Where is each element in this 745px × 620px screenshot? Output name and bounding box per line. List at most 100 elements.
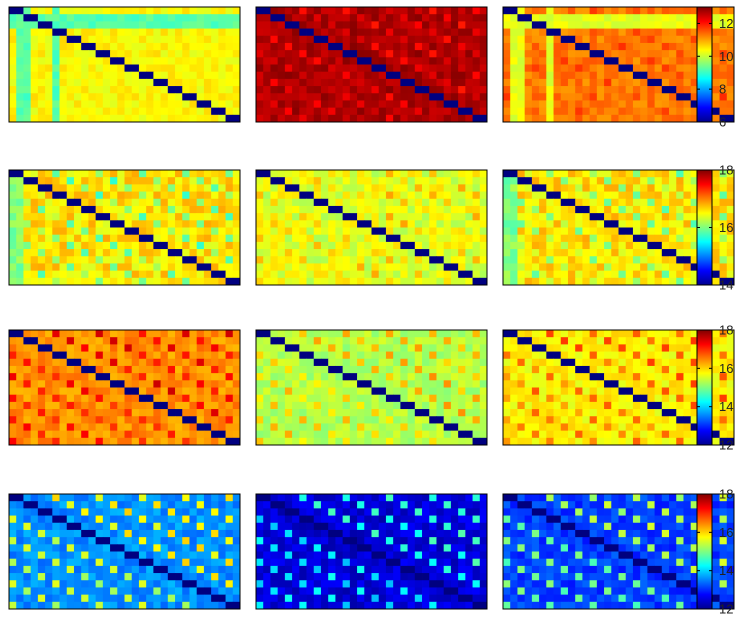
heatmap-cell bbox=[160, 198, 169, 207]
heatmap-cell bbox=[531, 430, 540, 439]
heatmap-cell bbox=[575, 107, 583, 116]
heatmap-cell bbox=[175, 50, 183, 58]
heatmap-cell bbox=[443, 416, 452, 424]
heatmap-cell bbox=[160, 184, 169, 192]
heatmap-cell bbox=[153, 394, 161, 403]
heatmap-cell bbox=[59, 416, 68, 424]
heatmap-cell bbox=[378, 270, 387, 279]
heatmap-cell bbox=[342, 191, 351, 200]
heatmap-cell bbox=[436, 100, 445, 109]
heatmap-cell bbox=[153, 551, 161, 560]
heatmap-cell bbox=[422, 64, 430, 73]
heatmap-cell bbox=[277, 409, 286, 417]
heatmap-cell bbox=[117, 184, 125, 192]
heatmap-cell bbox=[539, 35, 547, 44]
heatmap-cell bbox=[450, 114, 459, 123]
heatmap-cell bbox=[524, 177, 533, 185]
heatmap-cell bbox=[211, 430, 219, 439]
heatmap-cell bbox=[712, 344, 720, 352]
heatmap-cell bbox=[270, 177, 279, 185]
heatmap-cell bbox=[647, 14, 655, 22]
heatmap-cell bbox=[436, 198, 445, 207]
heatmap-cell bbox=[539, 14, 547, 22]
heatmap-cell bbox=[472, 170, 481, 178]
heatmap-cell bbox=[443, 35, 452, 44]
heatmap-cell bbox=[320, 330, 329, 338]
heatmap-cell bbox=[320, 430, 329, 439]
heatmap-cell bbox=[117, 330, 125, 338]
heatmap-cell bbox=[647, 205, 655, 214]
heatmap-cell bbox=[131, 522, 140, 531]
heatmap-cell bbox=[225, 551, 234, 560]
heatmap-cell bbox=[517, 50, 526, 58]
heatmap-cell bbox=[146, 28, 154, 37]
heatmap-cell bbox=[422, 57, 430, 65]
heatmap-cell bbox=[23, 35, 32, 44]
heatmap-cell bbox=[117, 437, 125, 446]
heatmap-cell bbox=[277, 35, 286, 44]
heatmap-cell bbox=[654, 394, 663, 403]
heatmap-cell bbox=[225, 416, 234, 424]
heatmap-cell bbox=[654, 35, 663, 44]
heatmap-cell bbox=[81, 42, 89, 51]
heatmap-cell bbox=[73, 565, 82, 574]
heatmap-cell bbox=[654, 57, 663, 65]
heatmap-cell bbox=[153, 234, 161, 243]
heatmap-cell bbox=[524, 28, 533, 37]
heatmap-cell bbox=[683, 437, 692, 446]
heatmap-cell bbox=[146, 537, 154, 545]
heatmap-cell bbox=[299, 114, 307, 123]
heatmap-cell bbox=[256, 170, 264, 178]
heatmap-cell bbox=[124, 344, 133, 352]
heatmap-cell bbox=[611, 423, 619, 432]
heatmap-cell bbox=[378, 28, 387, 37]
heatmap-cell bbox=[539, 241, 547, 250]
heatmap-cell bbox=[66, 430, 75, 439]
heatmap-cell bbox=[175, 380, 183, 388]
heatmap-cell bbox=[611, 337, 619, 345]
heatmap-cell bbox=[589, 71, 598, 80]
heatmap-cell bbox=[465, 7, 473, 15]
heatmap-cell bbox=[611, 21, 619, 29]
heatmap-cell bbox=[472, 107, 481, 116]
heatmap-cell bbox=[146, 423, 154, 432]
heatmap-cell bbox=[575, 409, 583, 417]
heatmap-cell bbox=[218, 234, 226, 243]
heatmap-cell bbox=[669, 337, 677, 345]
heatmap-cell bbox=[59, 508, 68, 516]
heatmap-cell bbox=[138, 344, 147, 352]
heatmap-cell bbox=[196, 100, 205, 109]
heatmap-cell bbox=[539, 344, 547, 352]
heatmap-cell bbox=[553, 100, 562, 109]
heatmap-cell bbox=[117, 241, 125, 250]
heatmap-cell bbox=[30, 358, 39, 367]
heatmap-cell bbox=[604, 249, 612, 257]
heatmap-cell bbox=[81, 50, 89, 58]
heatmap-cell bbox=[306, 35, 315, 44]
heatmap-cell bbox=[510, 358, 518, 367]
heatmap-cell bbox=[632, 234, 641, 243]
heatmap-cell bbox=[596, 57, 605, 65]
heatmap-cell bbox=[654, 344, 663, 352]
heatmap-cell bbox=[676, 387, 684, 396]
heatmap-cell bbox=[357, 71, 365, 80]
heatmap-cell bbox=[349, 270, 358, 279]
heatmap-cell bbox=[726, 21, 735, 29]
heatmap-cell bbox=[232, 227, 241, 236]
heatmap-cell bbox=[400, 57, 408, 65]
heatmap-cell bbox=[429, 409, 437, 417]
heatmap-cell bbox=[712, 437, 720, 446]
heatmap-cell bbox=[604, 409, 612, 417]
heatmap-cell bbox=[270, 86, 279, 94]
heatmap-cell bbox=[546, 220, 554, 228]
heatmap-cell bbox=[277, 387, 286, 396]
heatmap-cell bbox=[263, 409, 271, 417]
heatmap-cell bbox=[640, 409, 648, 417]
heatmap-cell bbox=[443, 7, 452, 15]
heatmap-cell bbox=[632, 7, 641, 15]
heatmap-cell bbox=[479, 416, 488, 424]
heatmap-cell bbox=[284, 86, 293, 94]
heatmap-cell bbox=[465, 387, 473, 396]
heatmap-cell bbox=[479, 227, 488, 236]
heatmap-cell bbox=[102, 256, 111, 264]
